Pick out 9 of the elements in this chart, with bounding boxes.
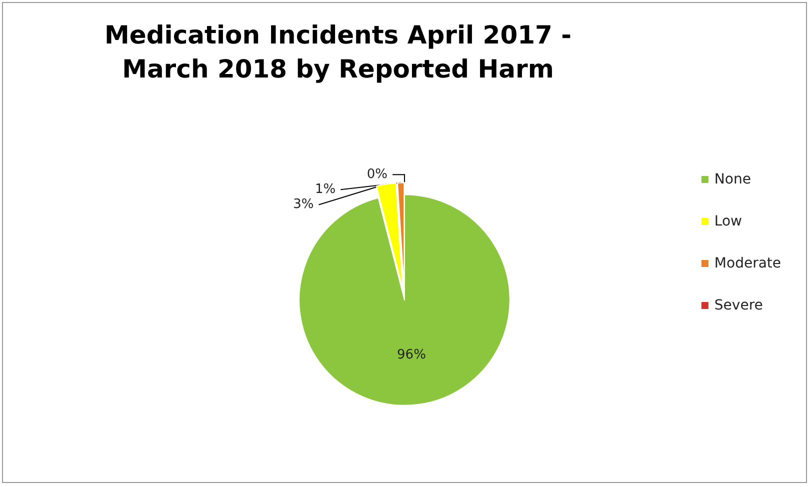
- text: 0%: [366, 167, 388, 182]
- chart-title: Medication Incidents April 2017 - March 2018 by Reported Harm: [104, 20, 572, 84]
- legend-label: Moderate: [714, 256, 782, 272]
- data-label: 1%: [314, 182, 336, 198]
- legend-label: None: [714, 172, 751, 188]
- data-label: 3%: [293, 197, 314, 212]
- data-label: 96%: [397, 348, 426, 363]
- legend-label: Severe: [714, 298, 763, 314]
- legend-label: Low: [714, 214, 742, 230]
